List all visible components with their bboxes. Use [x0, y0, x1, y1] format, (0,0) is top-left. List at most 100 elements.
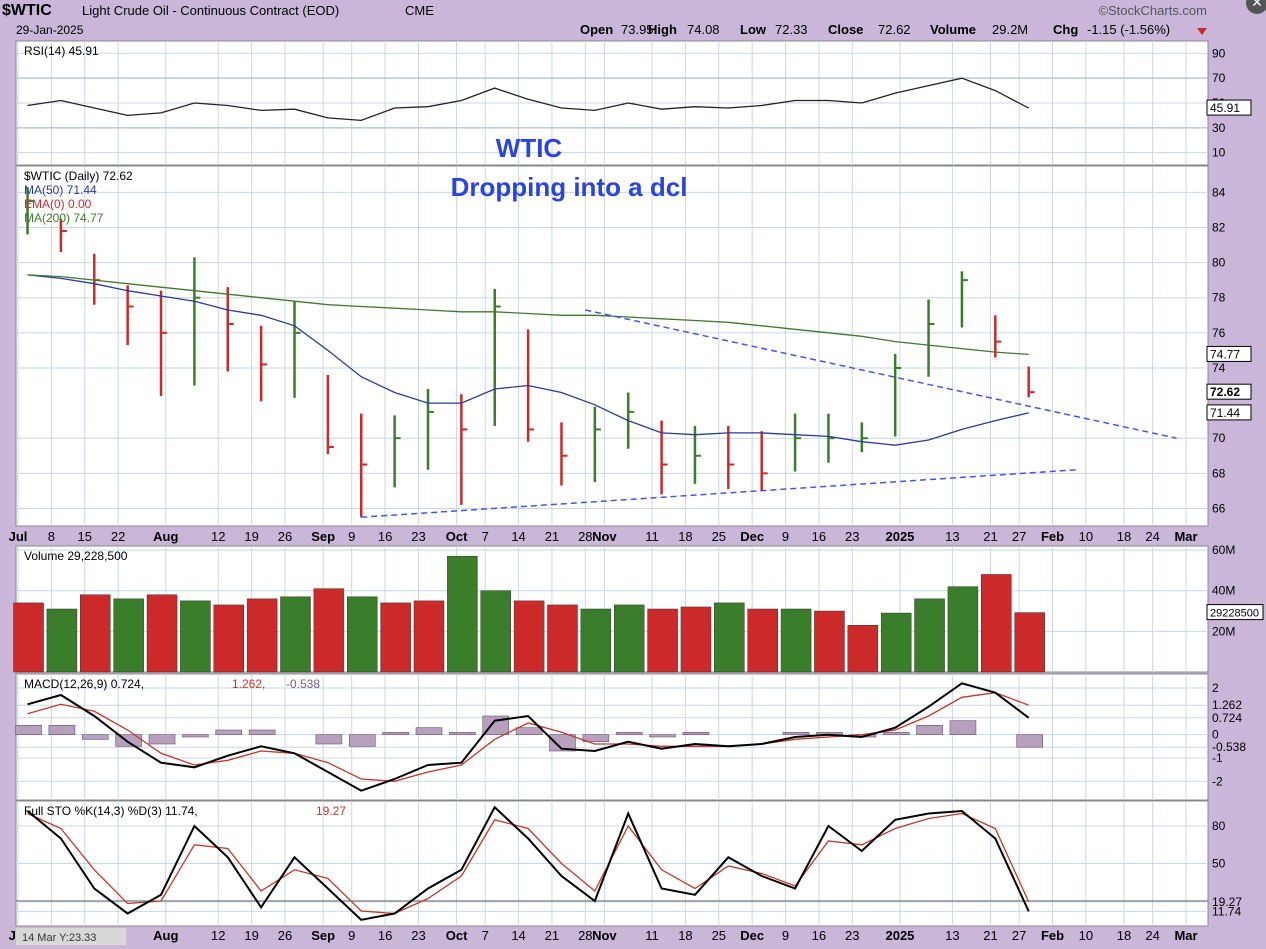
x-tick-label: 16: [812, 928, 826, 943]
close-icon[interactable]: ✕: [1246, 0, 1266, 14]
x-tick-label: 10: [1079, 928, 1093, 943]
tick-label-price: 80: [1212, 256, 1226, 270]
trend-line: [585, 309, 1177, 439]
x-tick-label: 21: [545, 928, 559, 943]
x-tick-label: Dec: [740, 529, 764, 544]
macd-hist-bar: [48, 725, 76, 735]
volume-bar: [880, 612, 912, 673]
x-tick-label: 14: [511, 928, 525, 943]
x-tick-label: 24: [1145, 928, 1159, 943]
price-last-box: [1206, 404, 1252, 421]
volume-bar: [213, 604, 245, 673]
tick-label-rsi: 10: [1212, 146, 1226, 160]
legend-item: -0.538: [286, 677, 320, 691]
tick-label-price: 68: [1212, 466, 1226, 480]
x-tick-label: 27: [1012, 529, 1026, 544]
x-tick-label: 18: [1117, 529, 1131, 544]
volume-bar: [346, 596, 378, 673]
volume-bar: [413, 600, 445, 673]
tick-label-macd: 1.262: [1212, 698, 1242, 712]
x-tick-label: 9: [348, 928, 355, 943]
macd-hist-bar: [248, 729, 276, 735]
low-label: Low: [740, 22, 767, 37]
volume-bar: [947, 586, 979, 673]
tick-label-macd: 2: [1212, 681, 1219, 695]
volume-bar: [780, 608, 812, 673]
x-tick-label: Mar: [1174, 529, 1197, 544]
macd-hist-bar: [81, 734, 109, 740]
chg-value: -1.15 (-1.56%): [1087, 22, 1170, 37]
x-tick-label: 24: [1145, 529, 1159, 544]
tick-label-macd: -1: [1212, 751, 1223, 765]
x-tick-label: 10: [1079, 529, 1093, 544]
macd-hist-bar: [615, 732, 643, 735]
x-tick-label: 11: [645, 529, 659, 544]
x-tick-label: 7: [482, 529, 489, 544]
x-tick-label: 16: [812, 529, 826, 544]
legend-item: Full STO %K(14,3) %D(3) 11.74,: [24, 804, 198, 818]
x-tick-label: 18: [1117, 928, 1131, 943]
x-tick-label: 19: [244, 928, 258, 943]
volume-last-box: [1206, 604, 1264, 621]
tick-label-sto: 19.27: [1212, 895, 1242, 909]
volume-bar: [747, 608, 778, 673]
macd-hist-bar: [582, 734, 610, 742]
volume-bar: [46, 608, 78, 673]
macd-hist-bar: [682, 732, 710, 735]
macd-hist-bar: [782, 732, 810, 735]
x-tick-label: 25: [712, 928, 726, 943]
low-value: 72.33: [775, 22, 808, 37]
tick-label-volume: 40M: [1212, 584, 1235, 598]
x-axis-bottom: Jul81522Aug121926Sep91623Oct7142128Nov11…: [9, 928, 1198, 943]
volume-bar: [113, 598, 144, 673]
x-tick-label: 7: [482, 928, 489, 943]
x-tick-label: 26: [278, 928, 292, 943]
x-tick-label: 16: [378, 529, 392, 544]
x-tick-label: 23: [411, 529, 425, 544]
tick-label-rsi: 30: [1212, 121, 1226, 135]
down-arrow-icon: [1197, 28, 1207, 35]
volume-bar: [847, 625, 879, 673]
x-tick-label: 14: [511, 529, 525, 544]
volume-bar: [313, 588, 345, 673]
volume-bar: [981, 574, 1012, 673]
sto-k-line: [26, 805, 1030, 921]
ma50-line: [27, 274, 1029, 446]
price-last-label: 74.77: [1210, 347, 1240, 361]
x-axis-top: Jul 8 15 22 Aug 12 19 26 Sep 9 16 23 Oct 7 14 21 28 Nov 11…: [9, 529, 1198, 544]
x-tick-label: 19: [244, 529, 258, 544]
x-tick-label: Sep: [311, 928, 335, 943]
x-tick-label: 23: [411, 928, 425, 943]
volume-bar: [1014, 612, 1045, 673]
macd-line: [27, 682, 1030, 792]
x-tick-label: 13: [945, 529, 959, 544]
macd-hist-bar: [882, 732, 910, 735]
ma200-line: [27, 274, 1029, 356]
symbol: $WTIC: [2, 2, 52, 19]
x-tick-label: 23: [845, 928, 859, 943]
x-tick-label: Oct: [446, 928, 468, 943]
x-tick-label: Nov: [592, 529, 617, 544]
volume-bar: [647, 608, 678, 673]
legend-item: RSI(14) 45.91: [24, 44, 99, 58]
tick-label-macd: 0: [1212, 728, 1219, 742]
x-tick-label: Mar: [1174, 928, 1197, 943]
tick-label-price: 82: [1212, 220, 1226, 234]
volume-bar: [80, 594, 111, 673]
legend-item: MACD(12,26,9) 0.724,: [24, 677, 144, 691]
legend-item: Volume 29,228,500: [24, 549, 128, 563]
rsi-line: [27, 77, 1030, 122]
x-tick-label: Sep: [311, 529, 335, 544]
volume-bar: [480, 590, 511, 673]
price-last-label: 71.44: [1210, 406, 1240, 420]
tick-label-macd: -0.538: [1212, 740, 1246, 754]
volume-last-label: 29228500: [1210, 608, 1259, 620]
price-last-box: [1206, 345, 1252, 362]
status-box: [16, 928, 126, 945]
x-tick-label: 28: [578, 928, 592, 943]
tick-label-volume: 60M: [1212, 543, 1235, 557]
volume-label: Volume: [930, 22, 976, 37]
annotation-subtitle: Dropping into a dcl: [451, 172, 688, 202]
